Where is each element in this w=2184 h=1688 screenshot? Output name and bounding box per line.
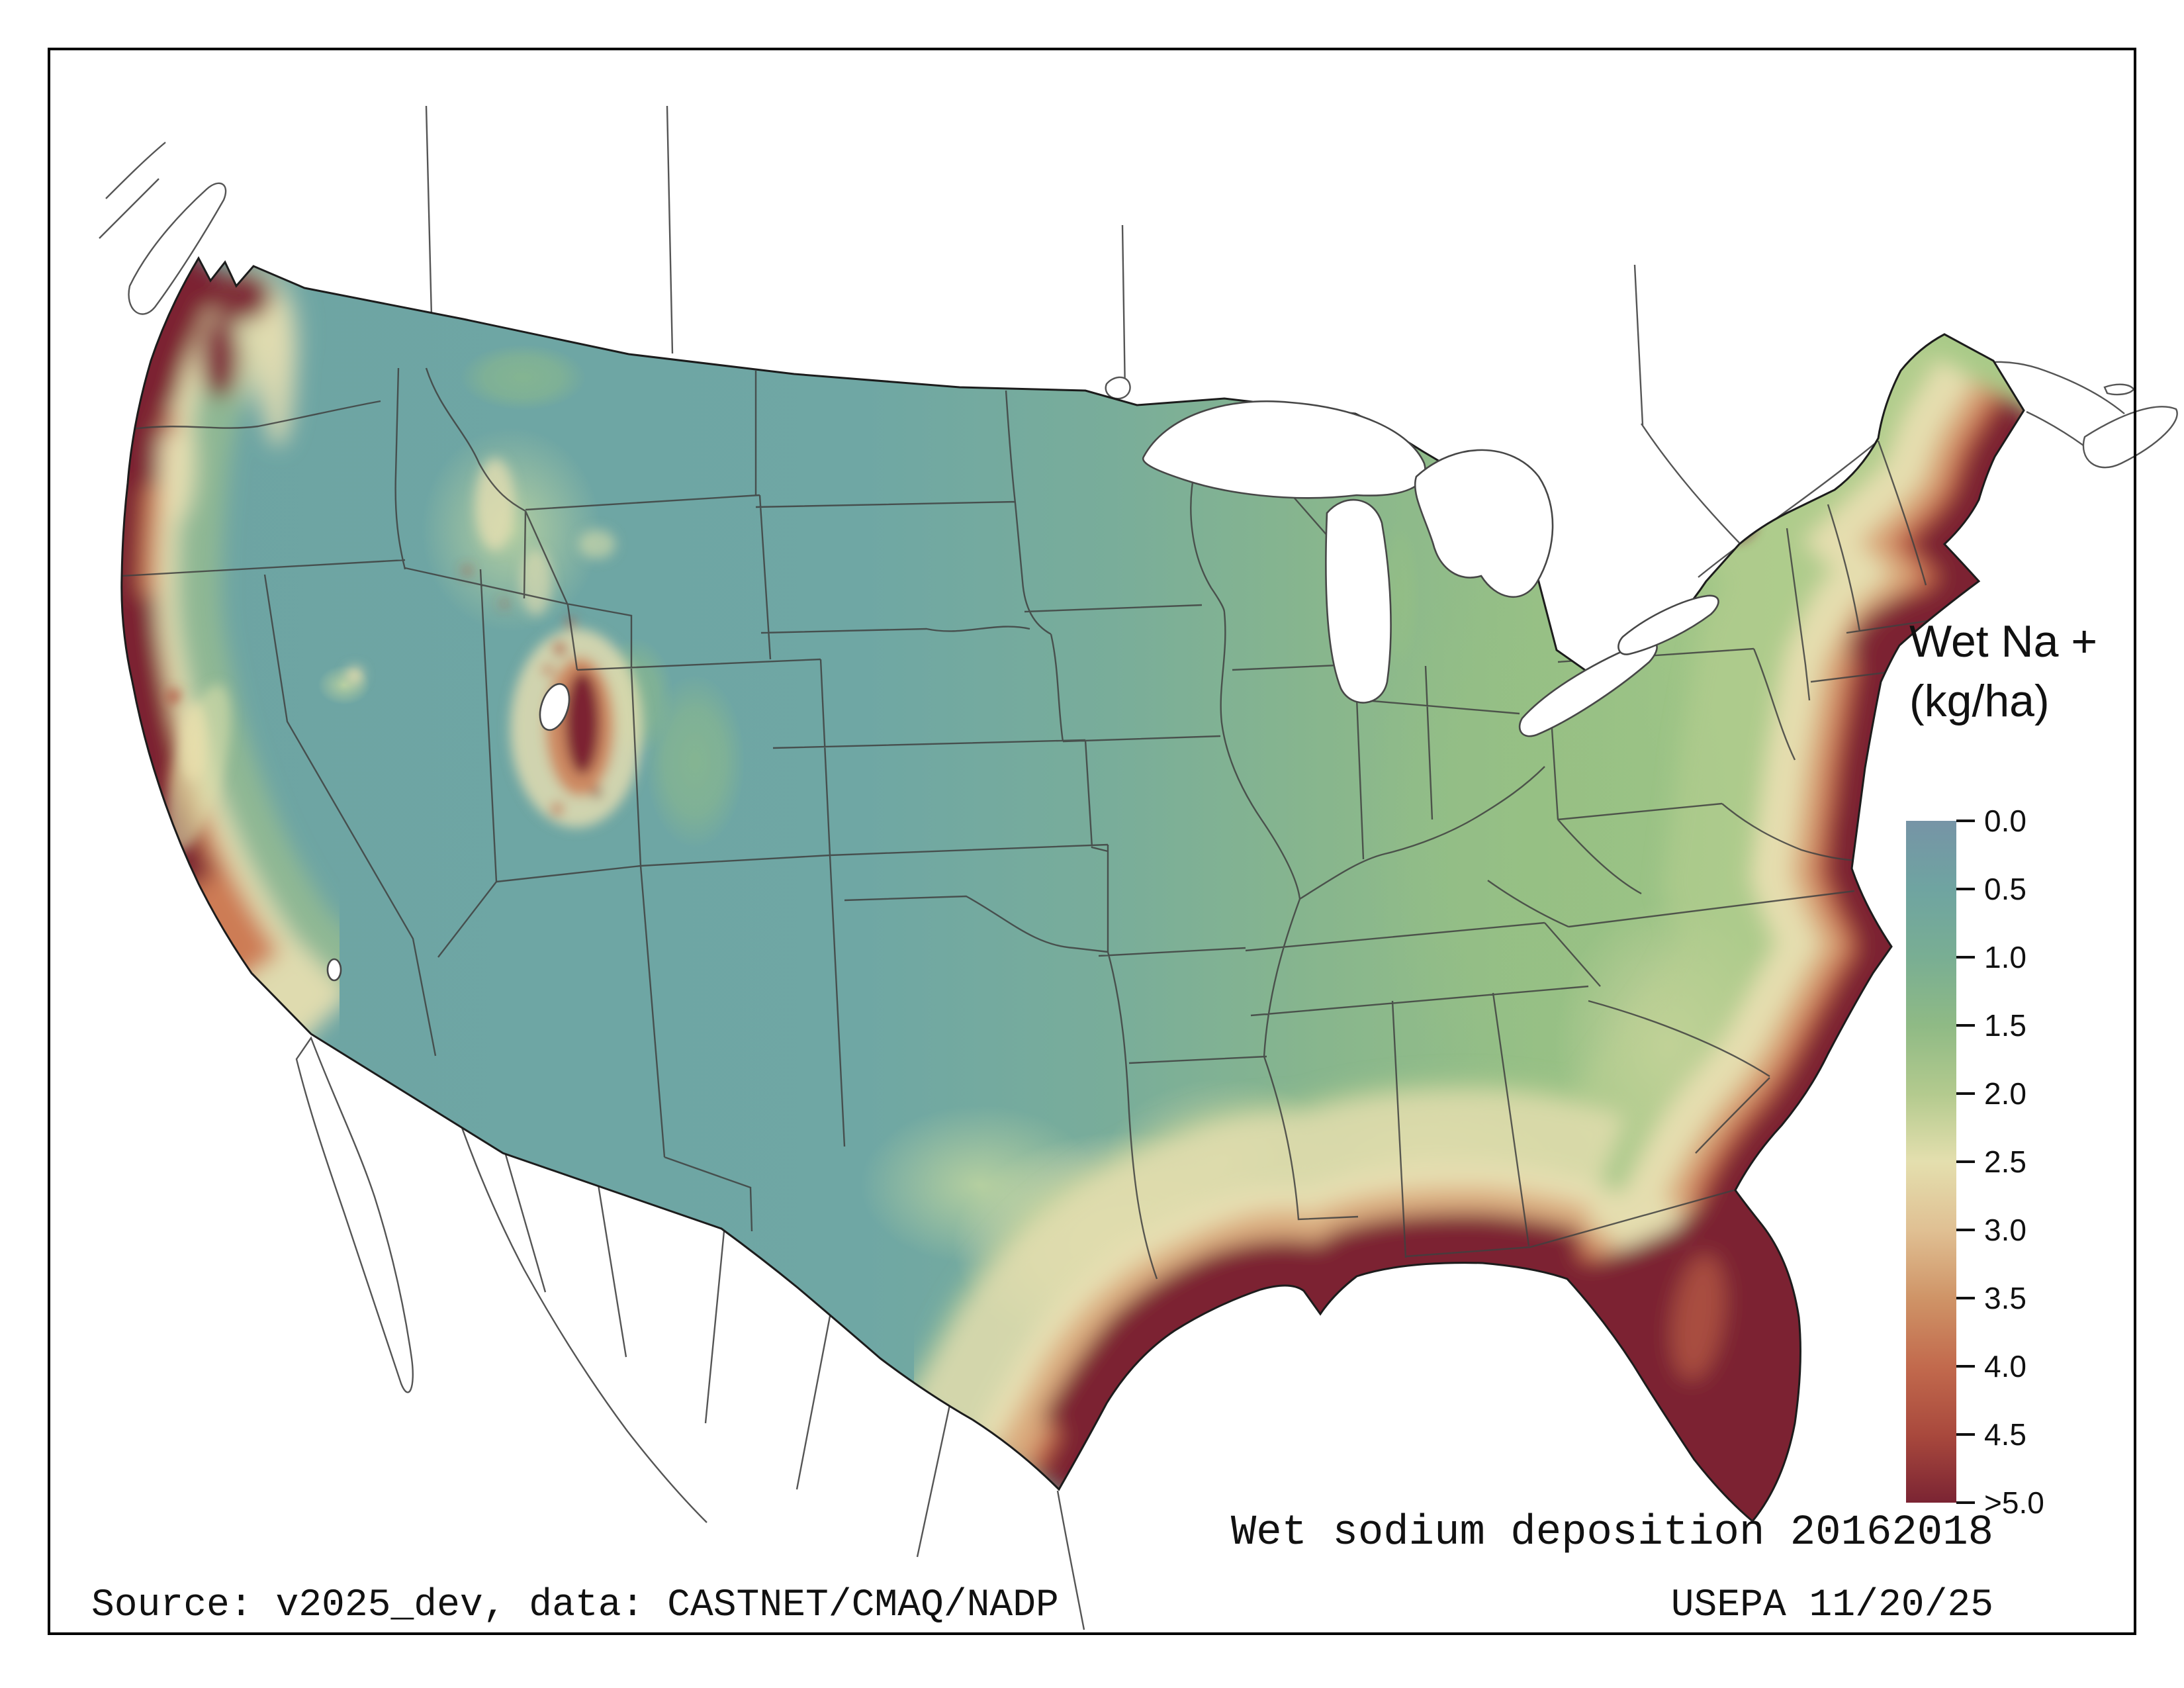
colorbar-tick: 2.5 [1956,1145,2026,1179]
idaho-spot-1 [463,567,471,575]
colorbar-ticks: 0.0 0.5 1.0 1.5 2.0 2.5 3.0 3.5 4.0 4.5 … [1956,804,2044,1520]
puget-sound-blob-2 [200,316,240,399]
colorbar-tick-label: 3.5 [1984,1281,2026,1315]
sacramento-valley-cream [180,702,206,781]
idaho-cream-streak-1 [475,458,515,551]
utah-spot-4 [551,803,563,815]
colorbar-tick: 2.0 [1956,1076,2026,1111]
sierra-front-wash [318,665,371,705]
mexico-state-borders [504,1154,952,1558]
lakes [326,400,1719,982]
nw-montana-wash [460,344,586,410]
lake-erie [1518,640,1658,737]
vancouver-island [128,182,227,315]
colorbar-tick-label: 2.5 [1984,1145,2026,1179]
baja-california [295,1036,414,1393]
legend-title-line2: (kg/ha) [1909,676,2050,726]
ottawa-river [1641,423,1740,543]
credit-line: USEPA 11/20/25 [1671,1584,1993,1627]
great-salt-lake [539,682,570,731]
prince-edward-island [2103,383,2135,396]
canada-province-borders [425,105,1644,426]
colorbar-tick: 3.0 [1956,1213,2026,1247]
lake-huron [1414,449,1554,598]
legend-title-line1: Wet Na + [1909,616,2097,667]
florida-interior-lighter [1672,1254,1725,1380]
willamette-cream-streak [158,404,197,523]
mexico-east-coast [1056,1490,1085,1630]
utah-spot-5 [592,788,602,798]
puget-sound-blob-1 [208,271,271,322]
colorbar-tick: 0.5 [1956,872,2026,906]
lake-of-the-woods [1105,376,1131,400]
colorbar [1906,821,1956,1503]
yellowstone-spot [578,530,615,559]
colorbar-tick-label: 0.5 [1984,872,2026,906]
wasatch-maroon-core [565,671,600,774]
figure-caption: Wet sodium deposition 20162018 [1231,1509,1993,1557]
colorbar-tick: 3.5 [1956,1281,2026,1315]
colorbar-tick: 1.5 [1956,1008,2026,1043]
colorbar-tick-label: 4.5 [1984,1417,2026,1452]
portland-spot [159,414,178,433]
legend: Wet Na + (kg/ha) 0.0 0.5 1.0 1.5 2.0 2.5… [1906,616,2097,1520]
colorbar-tick-label: 4.0 [1984,1349,2026,1383]
source-line: Source: v2025_dev, data: CASTNET/CMAQ/NA… [91,1584,1059,1627]
colorbar-tick-label: 3.0 [1984,1213,2026,1247]
reno-spot [347,667,363,683]
colorbar-tick-label: 1.0 [1984,940,2026,974]
lake-michigan [1325,498,1392,704]
utah-spot-3 [543,665,553,675]
colorado-rockies-wash [645,675,745,847]
nova-scotia [2082,406,2178,469]
colorbar-tick: 4.5 [1956,1417,2026,1452]
cascades-cream-streak [259,295,296,447]
idaho-spot-2 [501,600,508,607]
colorbar-tick-label: 1.5 [1984,1008,2026,1043]
colorbar-tick-label: >5.0 [1984,1485,2044,1520]
mexico-west-coast [438,1061,707,1523]
colorbar-tick-label: 0.0 [1984,804,2026,838]
colorbar-tick: 4.0 [1956,1349,2026,1383]
oregon-coast-spot [122,632,149,659]
utah-spot-1 [553,642,567,655]
state-boundaries [121,367,1956,1280]
us-outline [120,256,2025,1523]
colorbar-tick: >5.0 [1956,1485,2044,1520]
figure-frame [48,48,2136,1635]
colorbar-tick: 1.0 [1956,940,2026,974]
colorbar-tick: 0.0 [1956,804,2026,838]
salton-sea [326,958,342,982]
colorbar-tick-label: 2.0 [1984,1076,2026,1111]
lake-ontario [1617,594,1719,655]
norcal-interior-spot [167,690,180,703]
bc-coast-line [99,142,166,239]
